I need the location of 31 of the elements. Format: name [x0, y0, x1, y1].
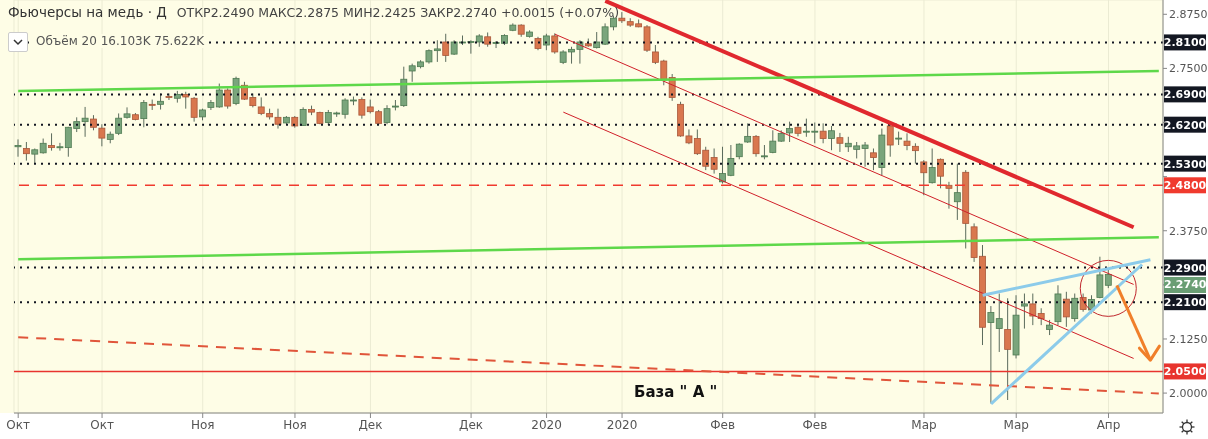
y-tick-label: 2.7500: [1169, 62, 1208, 76]
x-tick-label: Дек: [358, 417, 383, 432]
x-tick-label: Ноя: [283, 417, 307, 432]
ref-line-label: 2.6200: [1163, 118, 1207, 132]
x-tick-label: Мар: [1003, 417, 1029, 432]
x-tick-label: Окт: [6, 417, 31, 432]
annotation: Объём 20 16.103K 75.622K: [34, 34, 207, 48]
x-tick-label: 2020: [531, 417, 562, 432]
ref-line-label: 2.0500: [1163, 365, 1207, 379]
ref-line-label: 2.5300: [1163, 157, 1207, 171]
ref-line-label: 2.8100: [1163, 36, 1207, 50]
x-tick-label: Апр: [1096, 417, 1121, 432]
ref-line-label: 2.4800: [1163, 179, 1207, 193]
y-tick-label: 2.8750: [1169, 8, 1208, 22]
x-tick-label: 2020: [606, 417, 638, 432]
x-tick-label: Фев: [802, 417, 828, 432]
ref-line-label: 2.2100: [1163, 296, 1207, 310]
x-tick-label: Окт: [90, 417, 114, 432]
chart-subtitle: ОТКР2.2490 МАКС2.2875 МИН2.2425 ЗАКР2.2740 +0.0015 (+0.07%): [176, 5, 620, 20]
text: 2.2740: [1164, 276, 1207, 293]
chart-title: Фьючерсы на медь · Д: [8, 4, 167, 20]
y-tick-label: 2.0000: [1169, 386, 1208, 400]
annotation: База " А ": [632, 383, 720, 401]
x-tick-label: Мар: [911, 417, 937, 432]
x-tick-label: Фев: [710, 417, 736, 432]
ref-line-label: 2.6900: [1163, 88, 1207, 102]
y-tick-label: 2.1250: [1169, 332, 1208, 346]
ref-line-label: 2.2900: [1163, 261, 1207, 275]
x-tick-label: Дек: [459, 417, 484, 432]
x-tick-label: Ноя: [190, 417, 215, 432]
y-tick-label: 2.3750: [1169, 224, 1208, 238]
